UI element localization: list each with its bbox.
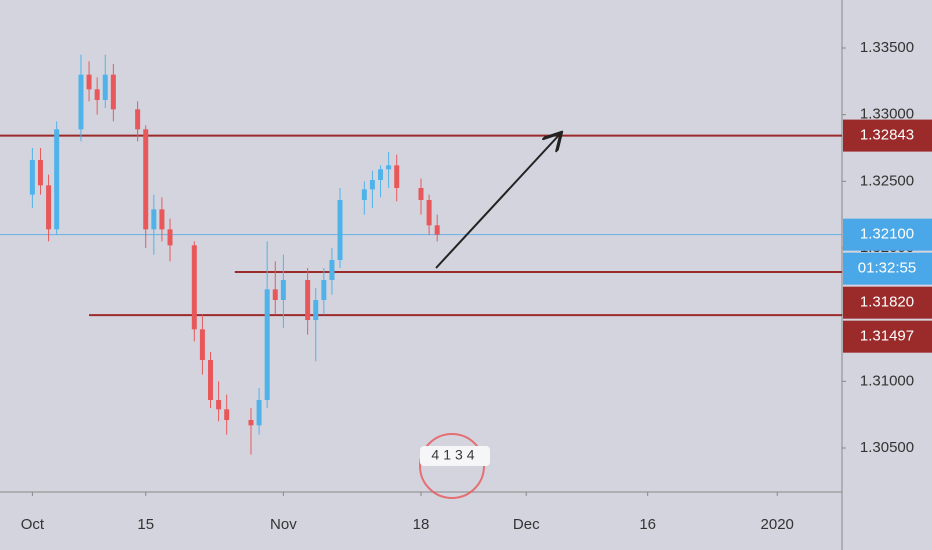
level-label-box (843, 119, 932, 152)
candle-body (216, 400, 222, 410)
y-tick-label: 1.32500 (860, 172, 914, 189)
candle-body (208, 360, 213, 400)
candle-body (78, 74, 84, 130)
candle-body (369, 180, 375, 190)
y-tick-label: 1.30500 (860, 439, 914, 456)
candle-body (54, 129, 60, 230)
candle-body (329, 260, 335, 280)
candle-body (102, 74, 108, 100)
candle-body (94, 89, 100, 100)
candle-body (191, 245, 197, 330)
candle-body (135, 109, 141, 130)
candle-body (378, 169, 384, 180)
candle-body (37, 160, 43, 186)
candle-body (361, 189, 367, 200)
level-label: 1.31497 (860, 328, 914, 345)
y-tick-label: 1.33000 (860, 106, 914, 123)
candle-body (248, 420, 254, 426)
y-tick-label: 1.31000 (860, 372, 914, 389)
candle-body (86, 74, 92, 90)
current-price-label-box (843, 218, 932, 251)
x-tick-label: Dec (513, 516, 540, 533)
candle-body (29, 160, 35, 195)
candle-body (280, 280, 286, 300)
level-label: 1.31820 (860, 294, 914, 311)
candle-body (337, 200, 343, 260)
candle-body (305, 280, 311, 320)
x-tick-label: Oct (21, 516, 45, 533)
level-label-box (843, 286, 932, 319)
candle-body (313, 300, 319, 320)
level-label: 1.32843 (860, 127, 914, 144)
candle-body (224, 409, 230, 420)
candle-body (272, 289, 278, 300)
plot-area (0, 54, 842, 455)
watermark: 4134 (419, 433, 490, 499)
x-tick-label: 16 (639, 516, 656, 533)
candle-body (426, 200, 432, 226)
candle-body (46, 185, 52, 230)
candle-body (110, 74, 116, 110)
candle-body (256, 400, 262, 426)
current-price-label: 1.32100 (860, 226, 914, 243)
candle-body (143, 129, 149, 230)
candle-body (434, 225, 440, 235)
level-label-box (843, 320, 932, 353)
y-tick-label: 1.33500 (860, 39, 914, 56)
x-tick-label: Nov (270, 516, 297, 533)
x-tick-label: 18 (413, 516, 430, 533)
candle-body (264, 289, 270, 400)
candle-body (199, 329, 205, 360)
candle-body (394, 165, 400, 188)
candle-body (321, 280, 327, 300)
candle-body (418, 188, 424, 200)
candle-body (159, 209, 165, 230)
candle-body (151, 209, 157, 230)
watermark-badge (420, 446, 490, 466)
x-tick-label: 15 (137, 516, 154, 533)
candle-body (386, 165, 392, 170)
watermark-text: 4134 (431, 447, 478, 463)
countdown-label: 01:32:55 (858, 260, 916, 277)
axis-layer: 1.305001.310001.315001.320001.325001.330… (21, 39, 932, 533)
candle-body (167, 229, 173, 246)
x-tick-label: 2020 (761, 516, 794, 533)
countdown-label-box (843, 252, 932, 285)
projection-arrow (435, 134, 560, 269)
